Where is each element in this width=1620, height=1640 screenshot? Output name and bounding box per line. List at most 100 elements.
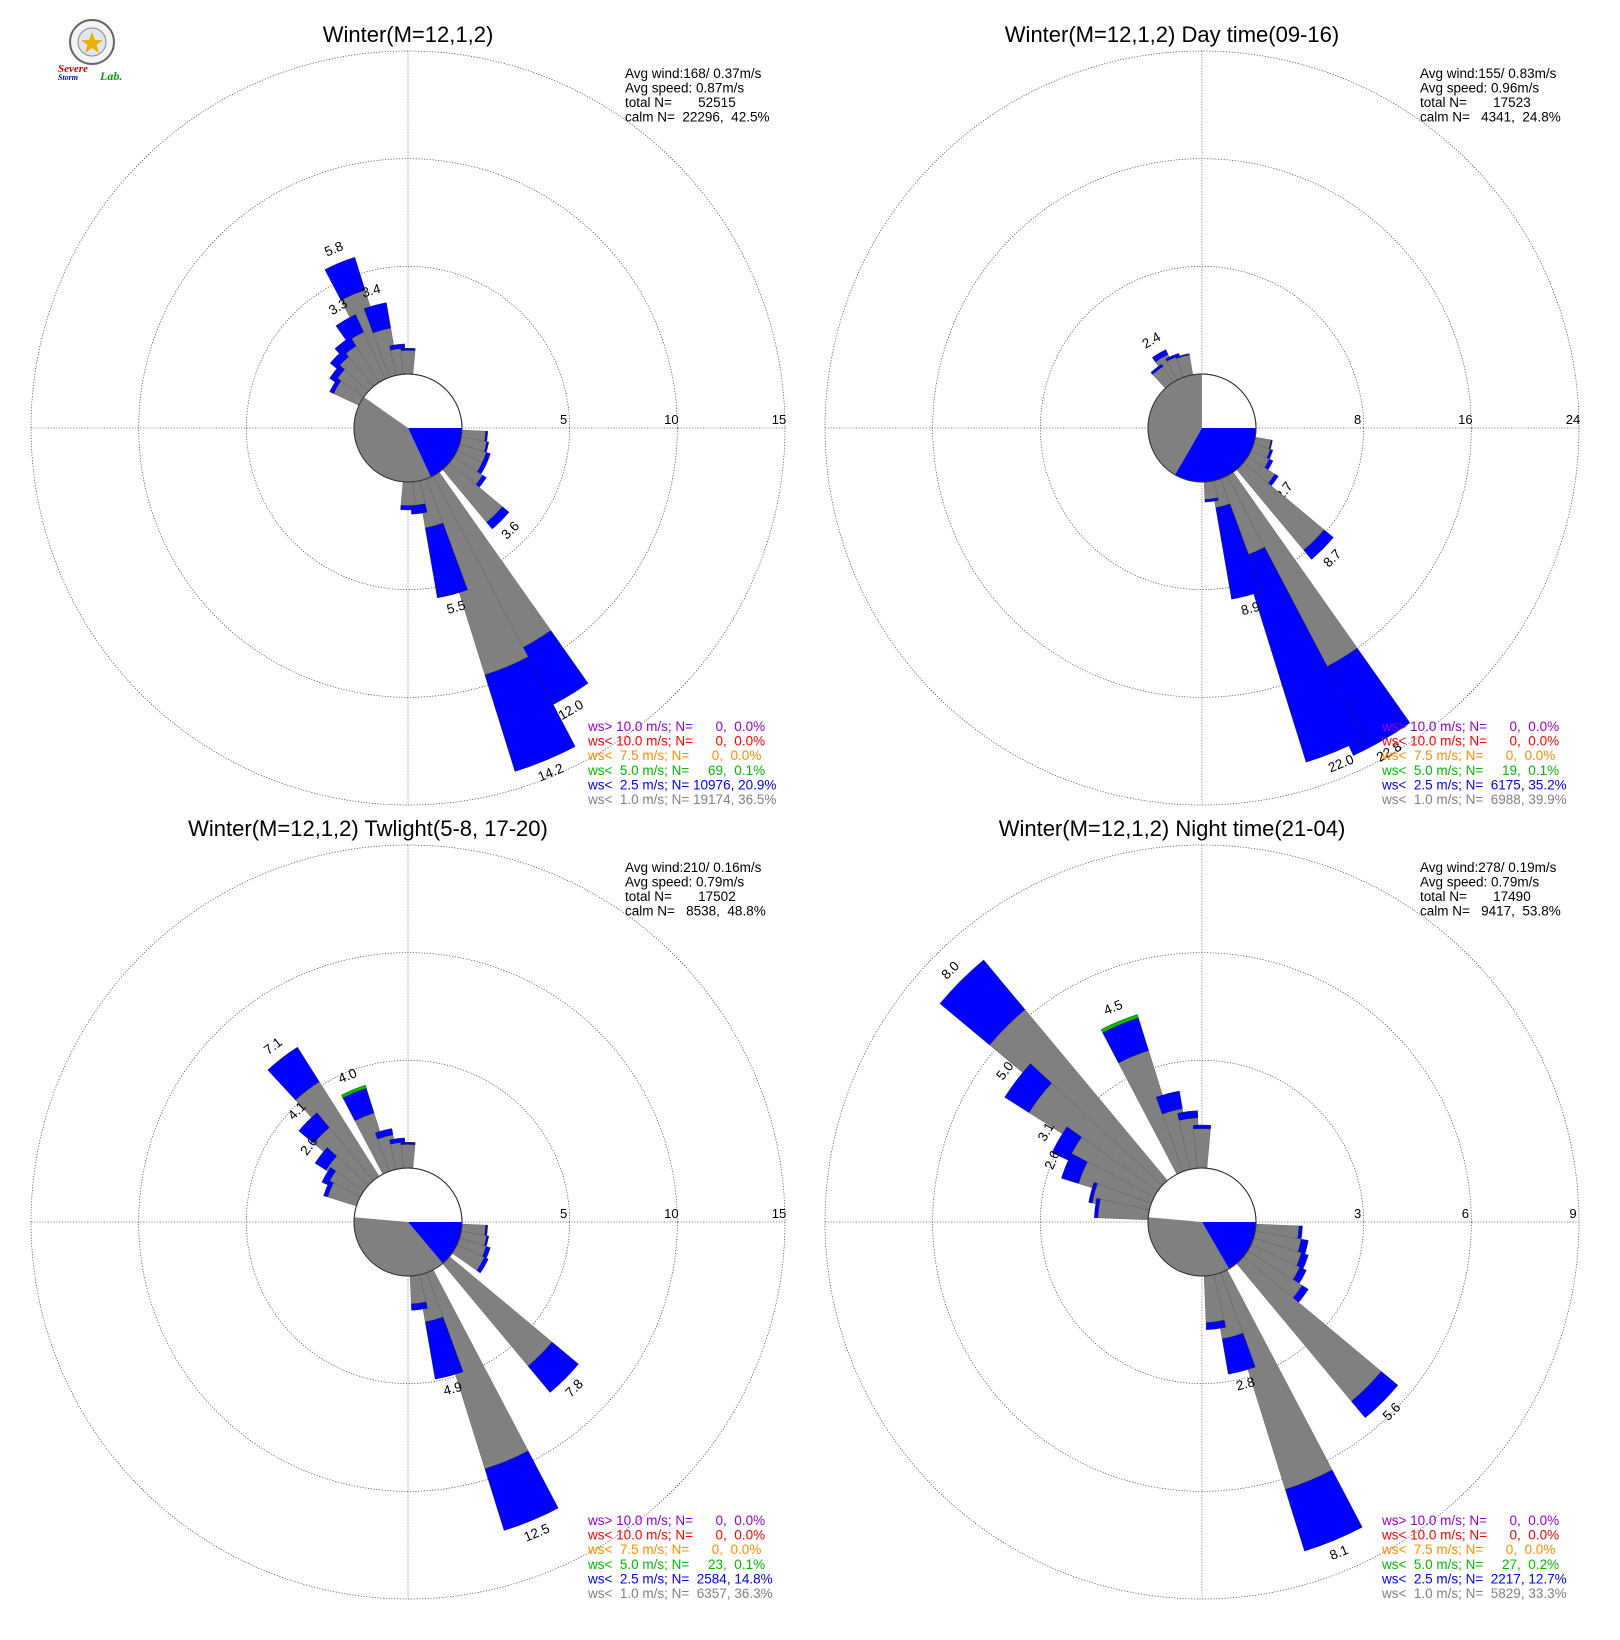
bar-segment-blue [323,1180,334,1198]
bar-value-label: 8.7 [1320,546,1344,570]
legend-entry: ws< 7.5 m/s; N= 0, 0.0% [1381,748,1555,763]
calm-pie-slice [1148,374,1202,475]
wind-bars: 5.83.43.33.612.014.25.5 [322,238,589,784]
bar-segment-blue [1150,363,1164,375]
panel-title: Winter(M=12,1,2) Twlight(5-8, 17-20) [188,816,548,841]
bar-value-label: 12.5 [522,1521,552,1545]
speed-legend: ws> 10.0 m/s; N= 0, 0.0%ws< 10.0 m/s; N=… [587,1513,773,1601]
wind-bars: 7.14.04.12.67.812.54.9 [261,1034,586,1544]
legend-entry: ws< 1.0 m/s; N= 5829, 33.3% [1381,1586,1567,1601]
bar-segment-blue [1061,1153,1088,1184]
bar-segment-blue [329,377,342,394]
bar-segment-blue [1314,647,1411,756]
ring-tick-label: 15 [772,412,786,427]
bar-segment-blue [484,656,576,772]
wind-bars: 2.42.78.722.822.08.9 [1139,329,1411,776]
bar-value-label: 2.6 [1042,1148,1063,1171]
bar-segment-calm [400,481,416,506]
calm-pie-slice [354,397,431,482]
stat-avg-speed: Avg speed: 0.79m/s [625,875,744,890]
bar-segment-blue [1303,529,1334,560]
ring-16 [932,158,1472,698]
stat-total: total N= 17490 [1420,889,1531,904]
logo-line2: Storm [58,73,78,82]
bar-segment-blue [374,1128,394,1140]
legend-entry: ws< 7.5 m/s; N= 0, 0.0% [587,748,761,763]
bar-segment-blue [324,256,366,301]
bar-value-label: 8.1 [1327,1542,1350,1563]
logo-line3: Lab. [99,69,122,83]
bar-segment-blue [425,522,468,599]
calm-circle [1147,373,1257,483]
legend-entry: ws< 2.5 m/s; N= 6175, 35.2% [1381,777,1567,792]
stat-avg-speed: Avg speed: 0.87m/s [625,81,744,96]
ring-10 [138,952,678,1492]
legend-entry: ws< 5.0 m/s; N= 19, 0.1% [1381,763,1559,778]
polar-grid: 5 10 15 [30,844,786,1600]
legend-entry: ws> 10.0 m/s; N= 0, 0.0% [1381,719,1559,734]
speed-legend: ws> 10.0 m/s; N= 0, 0.0%ws< 10.0 m/s; N=… [587,719,776,807]
legend-entry: ws< 7.5 m/s; N= 0, 0.0% [1381,1542,1555,1557]
ring-tick-label: 6 [1462,1206,1469,1221]
stat-calm: calm N= 9417, 53.8% [1420,904,1561,919]
calm-circle-border [353,373,463,483]
stat-avg-speed: Avg speed: 0.96m/s [1420,81,1539,96]
logo-line1: Severe [58,63,88,75]
stat-avg-wind: Avg wind:278/ 0.19m/s [1420,860,1557,875]
calm-pie-slice [408,428,462,477]
ring-tick-label: 15 [772,1206,786,1221]
bar-value-label: 8.9 [1239,599,1261,618]
bar-value-label: 22.0 [1326,752,1356,776]
bar-segment-blue [1175,353,1190,359]
ring-15 [30,844,786,1600]
legend-entry: ws> 10.0 m/s; N= 0, 0.0% [1381,1513,1559,1528]
calm-circle-border [1147,1167,1257,1277]
bar-value-label: 5.5 [445,598,467,617]
bar-segment-blue [1088,1182,1098,1204]
stat-total: total N= 17502 [625,889,736,904]
calm-circle-border [353,1167,463,1277]
ring-tick-label: 5 [560,412,567,427]
legend-entry: ws< 2.5 m/s; N= 2217, 12.7% [1381,1571,1567,1586]
ring-tick-label: 5 [560,1206,567,1221]
ring-tick-label: 8 [1354,412,1361,427]
bar-segment-green [1100,1014,1139,1034]
bar-segment-green [341,1084,367,1099]
bar-segment-blue [411,1301,428,1311]
legend-entry: ws< 2.5 m/s; N= 10976, 20.9% [587,777,776,792]
severe-storm-lab-logo: Severe Storm Lab. [58,19,122,83]
stat-calm: calm N= 4341, 24.8% [1420,110,1561,125]
bar-segment-blue [329,349,349,369]
bar-value-label: 4.9 [442,1379,464,1398]
stat-total: total N= 17523 [1420,95,1531,110]
legend-entry: ws< 10.0 m/s; N= 0, 0.0% [1381,734,1559,749]
legend-entry: ws< 1.0 m/s; N= 6988, 39.9% [1381,792,1567,807]
bar-segment-blue [486,506,510,530]
bar-segment-blue [400,505,416,511]
bar-segment-blue [329,364,345,383]
bar-value-label: 7.8 [562,1376,586,1400]
ring-8 [1039,265,1365,591]
bar-segment-blue [1094,1198,1101,1219]
ring-6 [932,952,1472,1492]
logo-star-icon [81,32,103,53]
bar-segment-blue [1151,349,1169,363]
panel-title: Winter(M=12,1,2) Night time(21-04) [999,816,1346,841]
bar-segment-blue [476,1257,489,1274]
bar-segment-blue [400,1141,416,1145]
bar-segment-blue [1165,353,1180,362]
bar-segment-blue [1215,503,1263,600]
stat-calm: calm N= 22296, 42.5% [625,110,769,125]
calm-pie-slice [408,1222,463,1264]
ring-tick-label: 9 [1569,1206,1576,1221]
bar-segment-blue [1285,1469,1363,1552]
wind-bars: 8.04.55.03.12.65.68.12.8 [938,958,1403,1563]
bar-segment-blue [298,1112,330,1144]
bar-segment-blue [321,1167,336,1186]
ring-tick-label: 16 [1458,412,1472,427]
ring-15 [30,50,786,806]
polar-grid: 5 10 15 [30,50,786,806]
